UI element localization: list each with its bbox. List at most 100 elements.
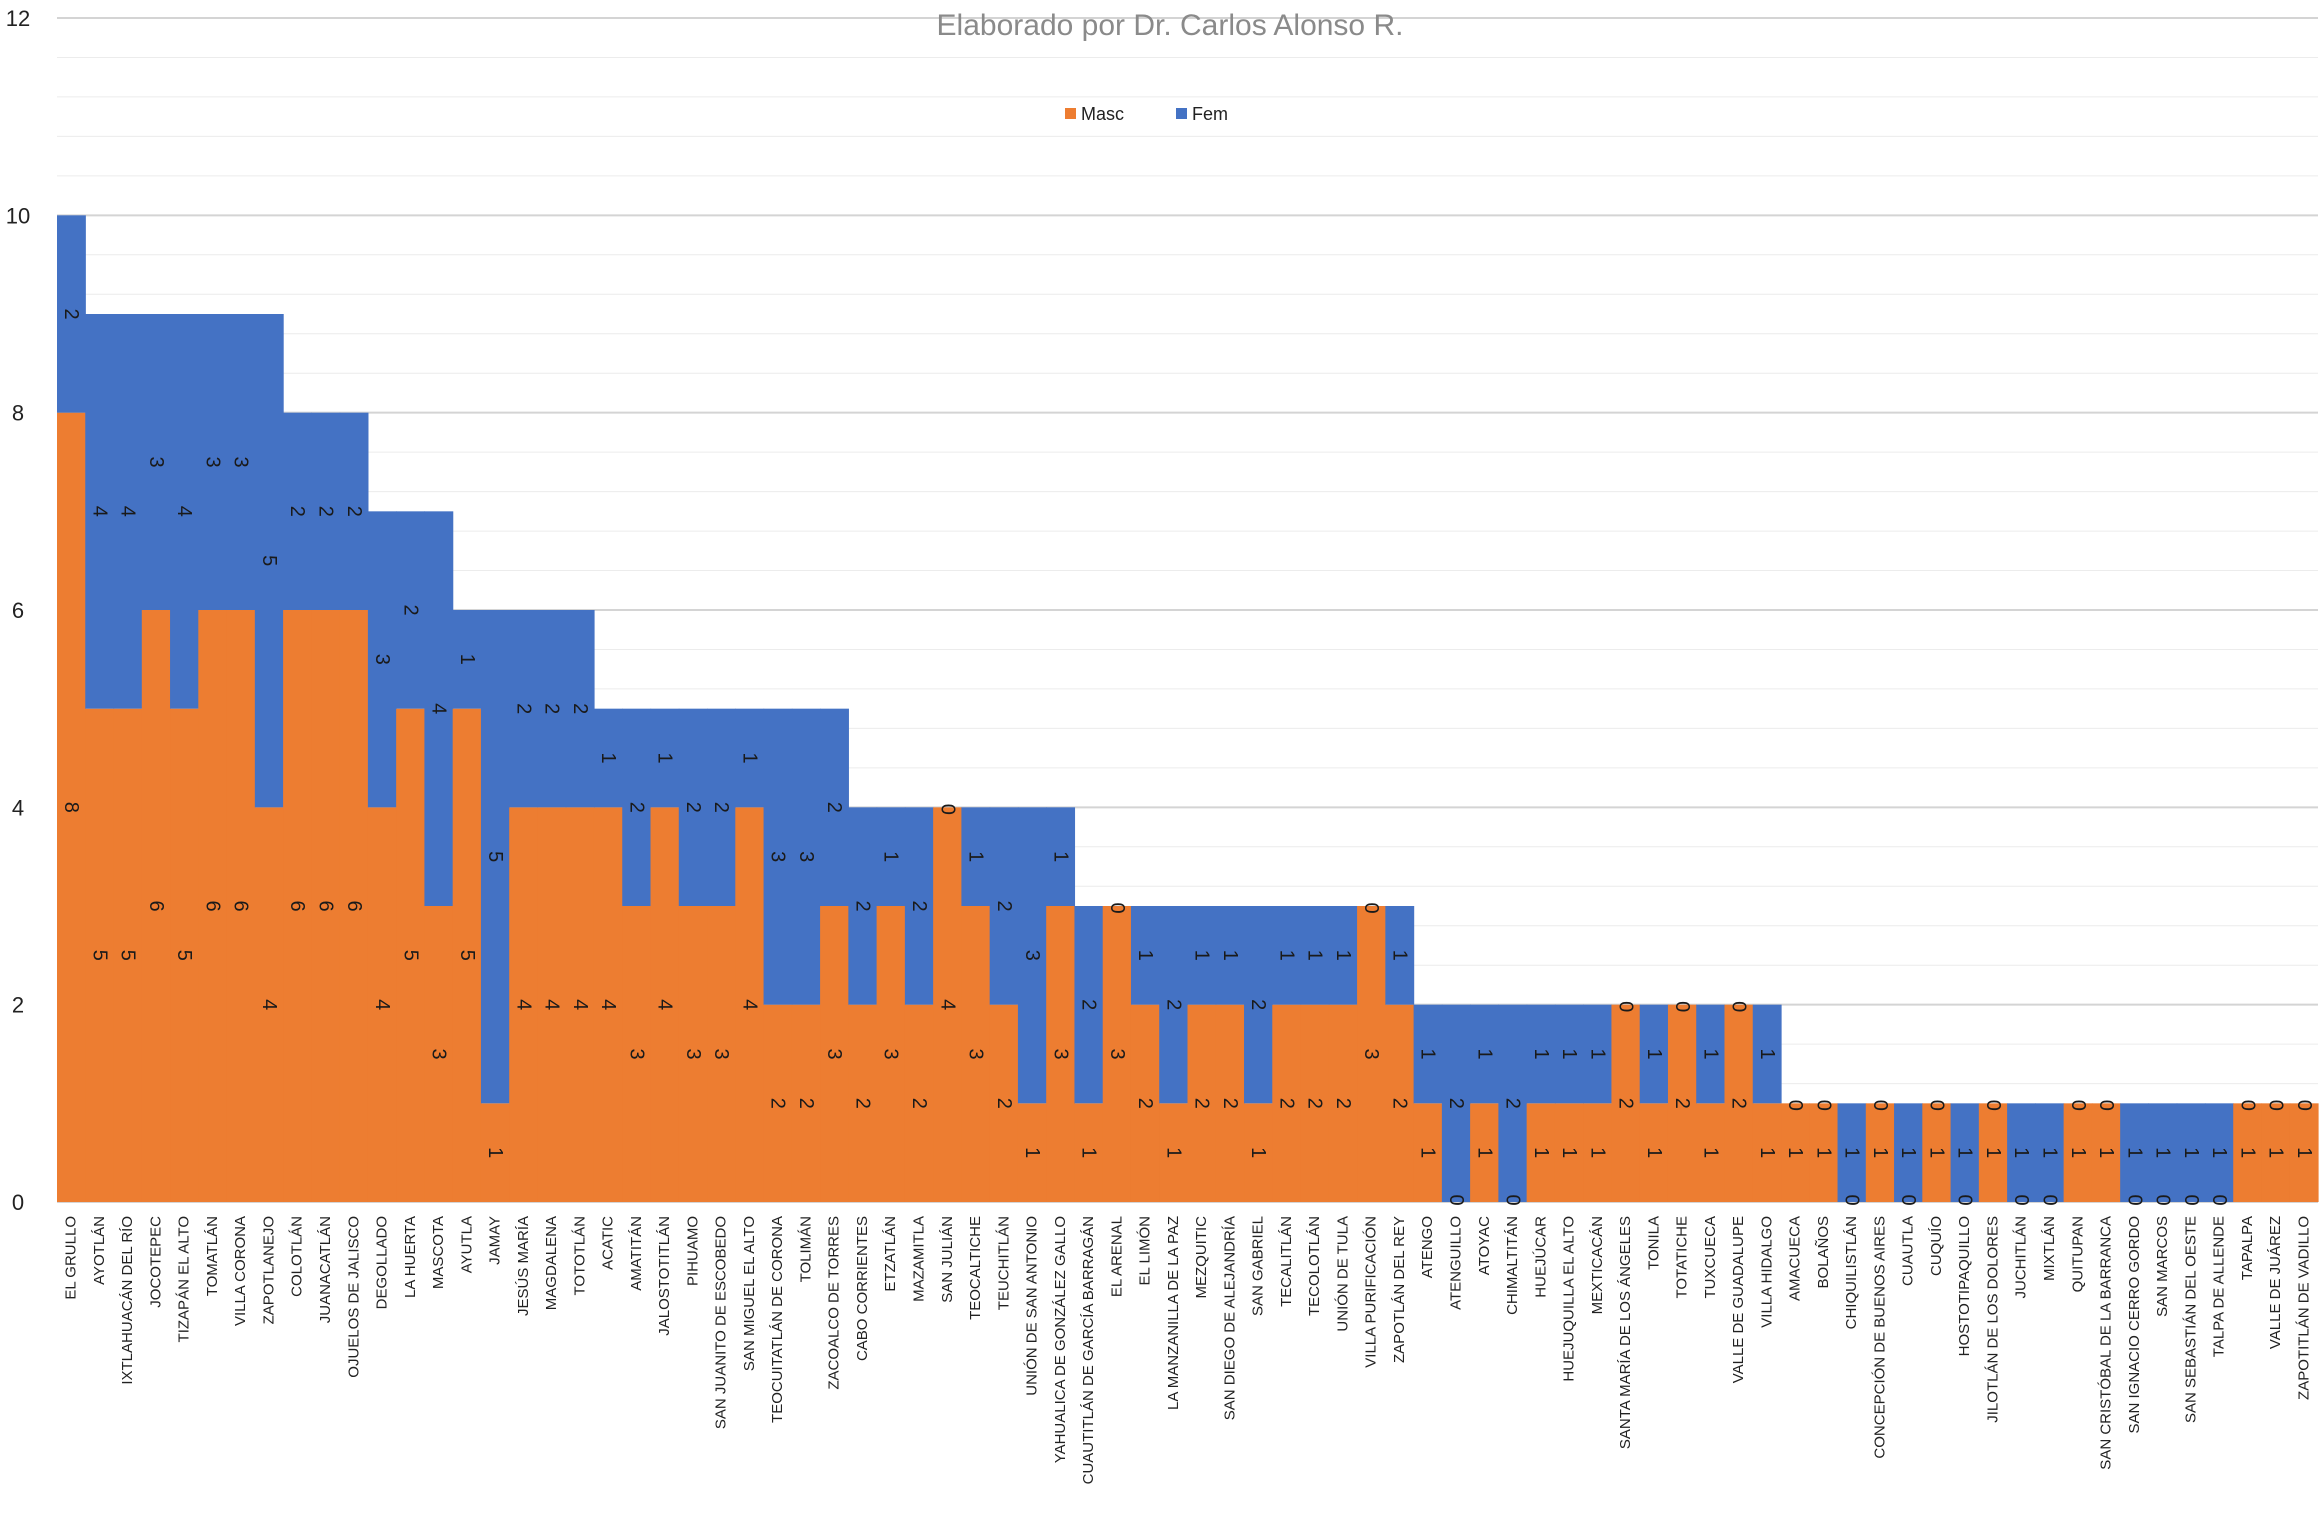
data-label-fem: 3 — [371, 654, 393, 665]
bar-masc — [650, 807, 680, 1202]
data-label-masc: 6 — [230, 900, 252, 911]
bar-masc — [904, 1004, 934, 1202]
bar-masc — [1187, 1004, 1217, 1202]
data-label-masc: 1 — [1078, 1147, 1100, 1158]
bar-masc — [1978, 1103, 2008, 1202]
bar-masc — [1865, 1103, 1895, 1202]
data-label-fem: 1 — [1275, 950, 1297, 961]
bar-fem — [1894, 1103, 1923, 1202]
data-label-masc: 2 — [1615, 1098, 1637, 1109]
x-tick-label: MIXTLÁN — [2041, 1216, 2058, 1281]
legend: Masc Fem — [1065, 104, 1228, 124]
bar-fem — [254, 314, 284, 808]
bar-masc — [593, 807, 623, 1202]
bar-fem — [876, 807, 906, 906]
data-label-masc: 3 — [965, 1048, 987, 1059]
bar-fem — [989, 807, 1019, 1005]
data-label-masc: 1 — [1869, 1147, 1891, 1158]
data-label-fem: 1 — [2180, 1147, 2202, 1158]
bar-fem — [820, 708, 849, 906]
data-label-fem: 1 — [1134, 950, 1156, 961]
data-label-masc: 5 — [173, 950, 195, 961]
y-tick-label: 12 — [6, 6, 30, 31]
bars — [57, 215, 2319, 1203]
legend-swatch-fem — [1176, 108, 1187, 119]
x-tick-label: SANTA MARÍA DE LOS ÁNGELES — [1617, 1216, 1634, 1449]
data-label-fem: 1 — [2039, 1147, 2061, 1158]
x-tick-label: QUITUPAN — [2069, 1216, 2086, 1292]
data-label-fem: 2 — [682, 802, 704, 813]
data-label-masc: 0 — [2123, 1194, 2145, 1205]
bar-masc — [2063, 1103, 2093, 1202]
data-label-fem: 3 — [795, 851, 817, 862]
data-label-masc: 4 — [936, 999, 958, 1010]
bar-fem — [367, 511, 397, 808]
bar-fem — [1328, 906, 1358, 1005]
data-label-fem: 2 — [569, 703, 591, 714]
bar-masc — [2091, 1103, 2121, 1202]
data-label-fem: 0 — [1106, 902, 1128, 913]
x-tick-label: JAMAY — [487, 1216, 504, 1265]
data-label-masc: 3 — [1106, 1048, 1128, 1059]
y-tick-label: 8 — [12, 401, 24, 426]
data-label-masc: 1 — [1021, 1147, 1043, 1158]
bar-fem — [1583, 1004, 1613, 1104]
bar-masc — [1639, 1103, 1669, 1202]
data-label-fem: 0 — [1728, 1001, 1750, 1012]
x-tick-label: HUEJUQUILLA EL ALTO — [1561, 1216, 1578, 1382]
data-label-fem: 1 — [1049, 851, 1071, 862]
data-label-fem: 4 — [117, 506, 139, 517]
data-label-masc: 2 — [993, 1098, 1015, 1109]
bar-masc — [1017, 1103, 1047, 1202]
data-label-fem: 0 — [1671, 1001, 1693, 1012]
x-tick-label: MASCOTA — [430, 1216, 447, 1289]
data-label-masc: 4 — [654, 999, 676, 1010]
x-tick-label: YAHUALICA DE GONZÁLEZ GALLO — [1052, 1216, 1069, 1463]
bar-fem — [650, 708, 680, 808]
data-label-fem: 2 — [60, 308, 82, 319]
data-label-fem: 1 — [1841, 1147, 1863, 1158]
x-tick-label: SAN MIGUEL EL ALTO — [741, 1216, 758, 1371]
bar-fem — [1385, 906, 1415, 1005]
bar-fem — [1554, 1004, 1584, 1104]
bar-fem — [311, 412, 341, 610]
x-tick-label: MAZAMITLA — [911, 1216, 928, 1302]
bar-masc — [622, 906, 652, 1202]
x-tick-label: SAN JULIÁN — [939, 1216, 956, 1303]
bar-fem — [622, 708, 652, 906]
x-tick-label: LA MANZANILLA DE LA PAZ — [1165, 1216, 1182, 1410]
x-tick-label: SAN GABRIEL — [1250, 1216, 1267, 1316]
data-label-masc: 3 — [428, 1048, 450, 1059]
bar-masc — [1752, 1103, 1782, 1202]
data-label-masc: 1 — [1812, 1147, 1834, 1158]
bar-masc — [1046, 906, 1076, 1202]
data-label-masc: 2 — [1134, 1098, 1156, 1109]
bar-fem — [2007, 1103, 2036, 1202]
x-tick-label: JESÚS MARÍA — [515, 1216, 532, 1316]
bar-masc — [1328, 1004, 1358, 1202]
data-label-fem: 2 — [1162, 999, 1184, 1010]
data-label-masc: 2 — [1332, 1098, 1354, 1109]
x-tick-label: UNIÓN DE TULA — [1334, 1216, 1351, 1332]
bar-fem — [1837, 1103, 1867, 1202]
bar-fem — [141, 314, 171, 610]
x-tick-label: TOLIMÁN — [797, 1216, 814, 1282]
data-label-masc: 5 — [88, 950, 110, 961]
data-label-masc: 0 — [1954, 1194, 1976, 1205]
data-label-masc: 1 — [1162, 1147, 1184, 1158]
data-label-fem: 3 — [145, 456, 167, 467]
bar-fem — [763, 708, 793, 1005]
data-label-masc: 1 — [2095, 1147, 2117, 1158]
x-tick-label: TIZAPÁN EL ALTO — [176, 1216, 193, 1342]
x-tick-label: TAPALPA — [2239, 1216, 2256, 1280]
x-tick-label: SAN JUANITO DE ESCOBEDO — [713, 1216, 730, 1429]
data-label-masc: 6 — [145, 900, 167, 911]
bar-masc — [1159, 1103, 1189, 1202]
bar-fem — [1046, 807, 1076, 906]
x-tick-label: MEXTICACÁN — [1589, 1216, 1606, 1314]
x-tick-label: CABO CORRIENTES — [854, 1216, 871, 1361]
bar-masc — [1357, 906, 1386, 1202]
data-label-fem: 2 — [343, 506, 365, 517]
bar-fem — [2176, 1103, 2206, 1202]
data-label-fem: 1 — [2152, 1147, 2174, 1158]
